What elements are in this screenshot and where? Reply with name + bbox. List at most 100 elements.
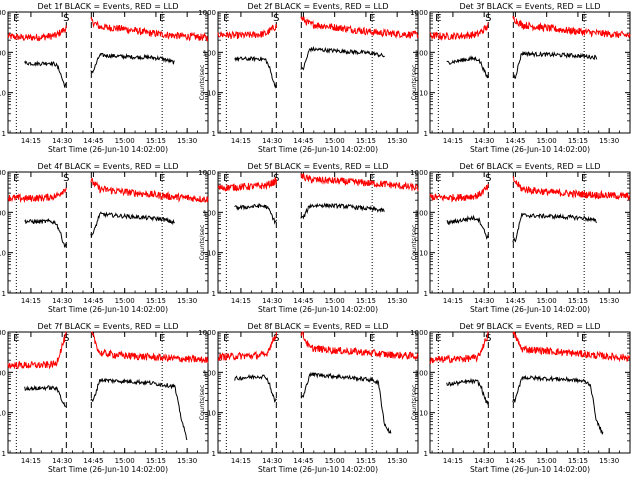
x-tick-label: 14:45 bbox=[293, 137, 313, 145]
x-tick-label: 15:00 bbox=[115, 297, 135, 305]
x-tick-label: 15:30 bbox=[177, 297, 197, 305]
marker-label: E bbox=[223, 173, 229, 184]
x-tick-label: 15:15 bbox=[356, 457, 376, 465]
plot-frame bbox=[429, 11, 631, 134]
marker-label: E bbox=[13, 13, 19, 24]
marker-label: E bbox=[369, 13, 375, 24]
x-tick-label: 15:30 bbox=[599, 457, 619, 465]
x-tick-label: 15:00 bbox=[537, 137, 557, 145]
y-tick-label: 1000 bbox=[198, 169, 216, 177]
x-tick-label: 14:15 bbox=[231, 137, 251, 145]
y-tick-label: 1 bbox=[212, 130, 216, 138]
marker-label: S bbox=[273, 173, 279, 184]
events-series-line bbox=[234, 45, 385, 89]
y-tick-label: 1000 bbox=[410, 9, 428, 17]
y-tick-label: 1000 bbox=[0, 9, 6, 17]
y-tick-label: 100 bbox=[415, 49, 428, 57]
marker-label: E bbox=[581, 13, 587, 24]
y-tick-label: 100 bbox=[203, 209, 216, 217]
y-tick-label: 100 bbox=[203, 369, 216, 377]
x-tick-label: 14:30 bbox=[52, 457, 72, 465]
y-tick-label: 10 bbox=[207, 90, 216, 98]
x-tick-label: 14:15 bbox=[443, 297, 463, 305]
y-tick-label: 1000 bbox=[0, 329, 6, 337]
y-tick-label: 100 bbox=[0, 49, 6, 57]
plot-frame bbox=[7, 331, 209, 454]
chart-panel: Det 5f BLACK = Events, RED = LLD 1 10 100 10… bbox=[198, 162, 419, 314]
y-tick-label: 1000 bbox=[198, 329, 216, 337]
x-tick-label: 15:15 bbox=[356, 297, 376, 305]
y-tick-label: 1 bbox=[212, 450, 216, 458]
marker-label: E bbox=[435, 333, 441, 344]
y-tick-label: 100 bbox=[203, 49, 216, 57]
x-axis-label: Start Time (26-Jun-10 14:02:00) bbox=[258, 145, 378, 154]
y-tick-label: 1000 bbox=[410, 169, 428, 177]
x-tick-label: 14:45 bbox=[505, 457, 525, 465]
marker-label: E bbox=[223, 13, 229, 24]
y-tick-label: 10 bbox=[0, 90, 6, 98]
marker-label: E bbox=[159, 173, 165, 184]
marker-label: E bbox=[13, 333, 19, 344]
chart-title: Det 1f BLACK = Events, RED = LLD bbox=[37, 2, 178, 11]
y-tick-label: 1 bbox=[424, 290, 428, 298]
lld-series-line bbox=[217, 173, 419, 192]
y-tick-label: 10 bbox=[207, 410, 216, 418]
events-series-line bbox=[24, 211, 175, 248]
x-tick-label: 14:30 bbox=[262, 137, 282, 145]
x-tick-label: 14:15 bbox=[231, 297, 251, 305]
x-tick-label: 15:30 bbox=[387, 457, 407, 465]
x-tick-label: 14:30 bbox=[474, 137, 494, 145]
y-tick-label: 1 bbox=[2, 130, 6, 138]
x-tick-label: 14:15 bbox=[21, 297, 41, 305]
x-tick-label: 14:45 bbox=[505, 297, 525, 305]
marker-label: E bbox=[13, 173, 19, 184]
marker-label: E bbox=[435, 173, 441, 184]
lld-series-line bbox=[217, 15, 419, 40]
lld-series-line bbox=[429, 15, 631, 41]
chart-title: Det 6f BLACK = Events, RED = LLD bbox=[459, 162, 600, 171]
x-tick-label: 14:45 bbox=[293, 457, 313, 465]
marker-label: E bbox=[159, 13, 165, 24]
chart-panel: Det 4f BLACK = Events, RED = LLD 1 10 100 10… bbox=[0, 162, 209, 314]
marker-label: S bbox=[273, 333, 279, 344]
x-tick-label: 15:15 bbox=[356, 137, 376, 145]
x-tick-label: 14:15 bbox=[21, 137, 41, 145]
plot-frame bbox=[217, 171, 419, 294]
chart-title: Det 2f BLACK = Events, RED = LLD bbox=[247, 2, 388, 11]
events-series-line bbox=[234, 202, 385, 225]
marker-label: S bbox=[485, 333, 491, 344]
y-tick-label: 10 bbox=[207, 250, 216, 258]
lld-series-line bbox=[7, 177, 209, 204]
y-axis-label: Counts/sec bbox=[410, 64, 418, 100]
lld-series-line bbox=[7, 17, 209, 42]
x-tick-label: 15:00 bbox=[325, 457, 345, 465]
x-tick-label: 14:15 bbox=[21, 457, 41, 465]
y-tick-label: 10 bbox=[419, 90, 428, 98]
x-tick-label: 15:30 bbox=[599, 137, 619, 145]
x-tick-label: 14:45 bbox=[83, 297, 103, 305]
plot-frame bbox=[7, 11, 209, 134]
x-tick-label: 15:15 bbox=[568, 457, 588, 465]
y-tick-label: 100 bbox=[0, 369, 6, 377]
y-tick-label: 100 bbox=[0, 209, 6, 217]
events-series-line bbox=[24, 377, 188, 441]
lld-series-line bbox=[429, 176, 631, 203]
marker-label: S bbox=[63, 13, 69, 24]
x-tick-label: 15:15 bbox=[146, 137, 166, 145]
x-axis-label: Start Time (26-Jun-10 14:02:00) bbox=[470, 305, 590, 314]
y-tick-label: 1 bbox=[424, 450, 428, 458]
y-tick-label: 1 bbox=[424, 130, 428, 138]
x-tick-label: 14:45 bbox=[505, 137, 525, 145]
chart-panel: Det 7f BLACK = Events, RED = LLD 1 10 100 10… bbox=[0, 322, 209, 474]
events-series-line bbox=[446, 50, 598, 79]
chart-title: Det 3f BLACK = Events, RED = LLD bbox=[459, 2, 600, 11]
y-tick-label: 100 bbox=[415, 209, 428, 217]
plot-frame bbox=[7, 171, 209, 294]
y-axis-label: Counts/sec bbox=[410, 384, 418, 420]
marker-label: E bbox=[369, 173, 375, 184]
chart-panel: Det 8f BLACK = Events, RED = LLD 1 10 100 10… bbox=[198, 322, 419, 474]
events-series-line bbox=[24, 52, 175, 88]
x-axis-label: Start Time (26-Jun-10 14:02:00) bbox=[48, 305, 168, 314]
y-tick-label: 10 bbox=[419, 410, 428, 418]
